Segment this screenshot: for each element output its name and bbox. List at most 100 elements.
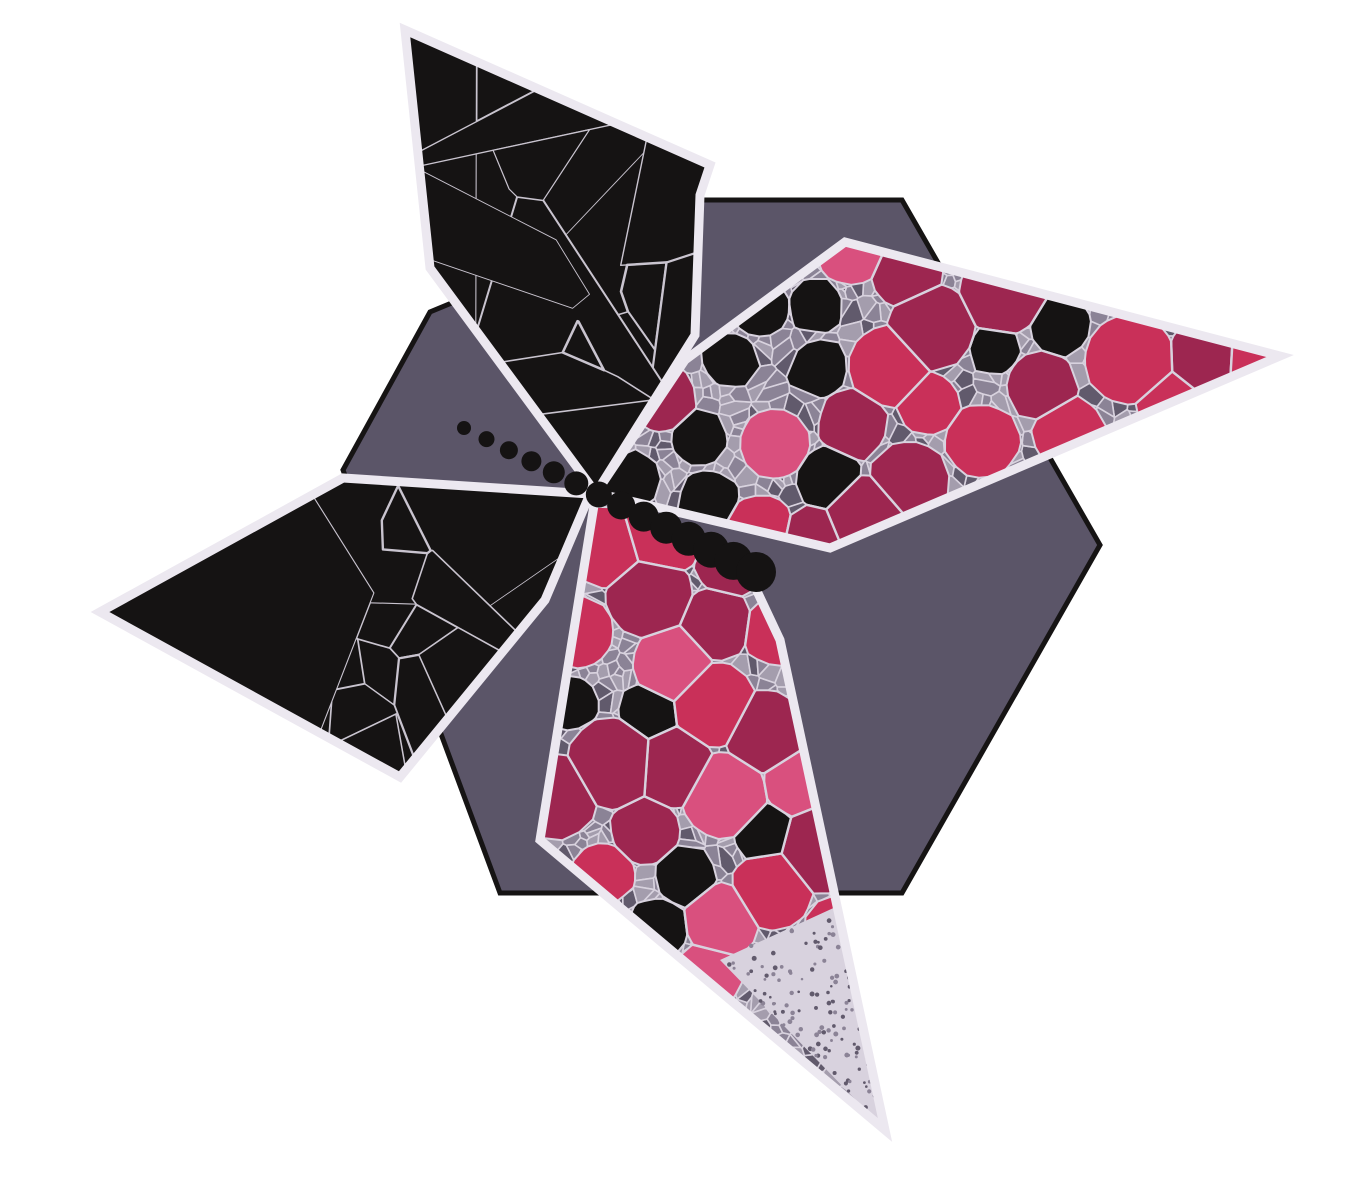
voronoi-cell (819, 331, 841, 344)
texture-dot (840, 1037, 844, 1041)
texture-dot (830, 1039, 833, 1042)
voronoi-cell (999, 371, 1010, 387)
texture-dot (835, 944, 841, 950)
voronoi-cell (675, 807, 683, 816)
voronoi-cell (690, 941, 694, 946)
texture-dot (731, 961, 735, 965)
voronoi-cell (929, 370, 933, 373)
texture-dot (844, 1052, 850, 1058)
voronoi-cell (766, 798, 772, 805)
texture-dot (795, 1032, 801, 1038)
texture-dot (784, 1003, 789, 1008)
texture-dot (828, 1010, 833, 1015)
voronoi-cell (757, 927, 772, 942)
texture-dot (764, 973, 769, 978)
voronoi-cell (940, 272, 948, 286)
texture-dot (773, 1012, 777, 1016)
texture-dot (800, 977, 804, 981)
texture-dot (782, 1023, 786, 1027)
texture-dot (780, 1009, 785, 1014)
voronoi-cell (669, 807, 675, 814)
voronoi-cell (840, 297, 854, 319)
voronoi-cell (732, 420, 747, 431)
texture-dot (758, 999, 763, 1003)
texture-dot (813, 962, 817, 966)
voronoi-cell (602, 603, 612, 617)
texture-dot (815, 1041, 821, 1047)
texture-dot (852, 1042, 856, 1046)
texture-dot (804, 941, 808, 945)
voronoi-cell (704, 834, 720, 847)
voronoi-cell (744, 363, 778, 392)
texture-dot (727, 962, 732, 967)
texture-dot (855, 1045, 861, 1051)
voronoi-cell (601, 647, 621, 665)
voronoi-cell (1025, 324, 1031, 330)
texture-dot (822, 958, 827, 963)
trail-dot (542, 461, 565, 484)
texture-dot (863, 1081, 866, 1084)
texture-dot (810, 1047, 816, 1052)
left-petal (90, 473, 597, 783)
voronoi-cell (988, 399, 1000, 410)
voronoi-cell (1019, 434, 1024, 444)
voronoi-cell (927, 434, 946, 456)
voronoi-cell (951, 286, 960, 294)
voronoi-cell (1015, 351, 1027, 363)
texture-dot (812, 931, 816, 935)
voronoi-cell (760, 772, 766, 783)
voronoi-cell (1077, 382, 1106, 408)
voronoi-cell (728, 385, 753, 403)
texture-dot (809, 967, 815, 972)
voronoi-cell (585, 663, 600, 674)
texture-dot (857, 1067, 861, 1071)
texture-dot (749, 943, 754, 948)
voronoi-cell (738, 483, 757, 500)
trail-dot (457, 421, 471, 435)
voronoi-cell (627, 668, 638, 690)
trail-dot (607, 491, 636, 520)
texture-dot (753, 989, 757, 993)
texture-dot (789, 928, 795, 934)
voronoi-cell (845, 355, 850, 373)
voronoi-cell (776, 689, 781, 694)
texture-dot (847, 999, 851, 1003)
trail-dot (564, 471, 589, 496)
voronoi-cell (787, 501, 808, 516)
voronoi-cell (961, 347, 972, 360)
texture-dot (848, 1079, 852, 1084)
voronoi-cell (809, 269, 829, 280)
texture-dot (817, 940, 820, 944)
texture-dot (797, 1009, 801, 1013)
texture-dot (831, 999, 835, 1004)
texture-dot (746, 972, 750, 976)
voronoi-cell (756, 658, 770, 677)
voronoi-cell (634, 444, 652, 458)
texture-dot (867, 1089, 872, 1094)
texture-dot (826, 990, 830, 995)
texture-dot (830, 925, 835, 929)
texture-dot (788, 971, 793, 975)
voronoi-cell (942, 363, 964, 384)
texture-dot (760, 964, 764, 969)
voronoi-cell (821, 442, 828, 447)
texture-dot (817, 1029, 822, 1035)
texture-dot (832, 1024, 836, 1028)
texture-dot (771, 950, 776, 956)
texture-dot (790, 1016, 795, 1021)
voronoi-cell (766, 478, 784, 498)
dot-trail (457, 421, 776, 592)
voronoi-cell (492, 128, 591, 201)
voronoi-cell (856, 459, 865, 467)
texture-dot (854, 1055, 858, 1059)
texture-dot (777, 978, 781, 982)
voronoi-cell (884, 413, 899, 441)
texture-dot (814, 1053, 818, 1058)
voronoi-cell (578, 848, 584, 855)
voronoi-cell (411, 549, 519, 653)
voronoi-cell (661, 895, 674, 904)
voronoi-cell (706, 372, 717, 385)
voronoi-cell (862, 278, 876, 297)
texture-dot (833, 1010, 838, 1015)
voronoi-cell (789, 470, 798, 485)
